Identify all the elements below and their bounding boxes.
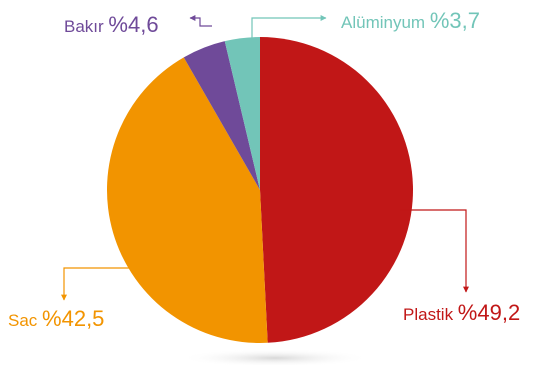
- value-label-plastik: %49,2: [458, 300, 520, 325]
- value-label-alüminyum: %3,7: [430, 8, 480, 33]
- pie-slice-bakır: [183, 41, 260, 190]
- pie-slice-plastik: [260, 37, 414, 343]
- data-label-alüminyum: Alüminyum %3,7: [341, 8, 480, 33]
- category-name-plastik: Plastik: [403, 305, 458, 324]
- leader-line-bakır: [189, 15, 212, 27]
- value-label-bakır: %4,6: [108, 12, 158, 37]
- leader-line-plastik: [400, 209, 469, 293]
- pie-shadow: [180, 349, 370, 365]
- value-label-sac: %42,5: [42, 306, 104, 331]
- data-label-sac: Sac %42,5: [8, 306, 104, 331]
- category-name-sac: Sac: [8, 311, 42, 330]
- leader-line-alüminyum: [251, 15, 327, 38]
- category-name-alüminyum: Alüminyum: [341, 13, 430, 32]
- category-name-bakır: Bakır: [64, 17, 108, 36]
- data-label-bakır: Bakır %4,6: [64, 12, 159, 37]
- pie-slice-sac: [106, 57, 268, 343]
- pie-slice-alüminyum: [224, 37, 260, 190]
- leader-line-sac: [61, 267, 140, 301]
- data-label-plastik: Plastik %49,2: [403, 300, 520, 325]
